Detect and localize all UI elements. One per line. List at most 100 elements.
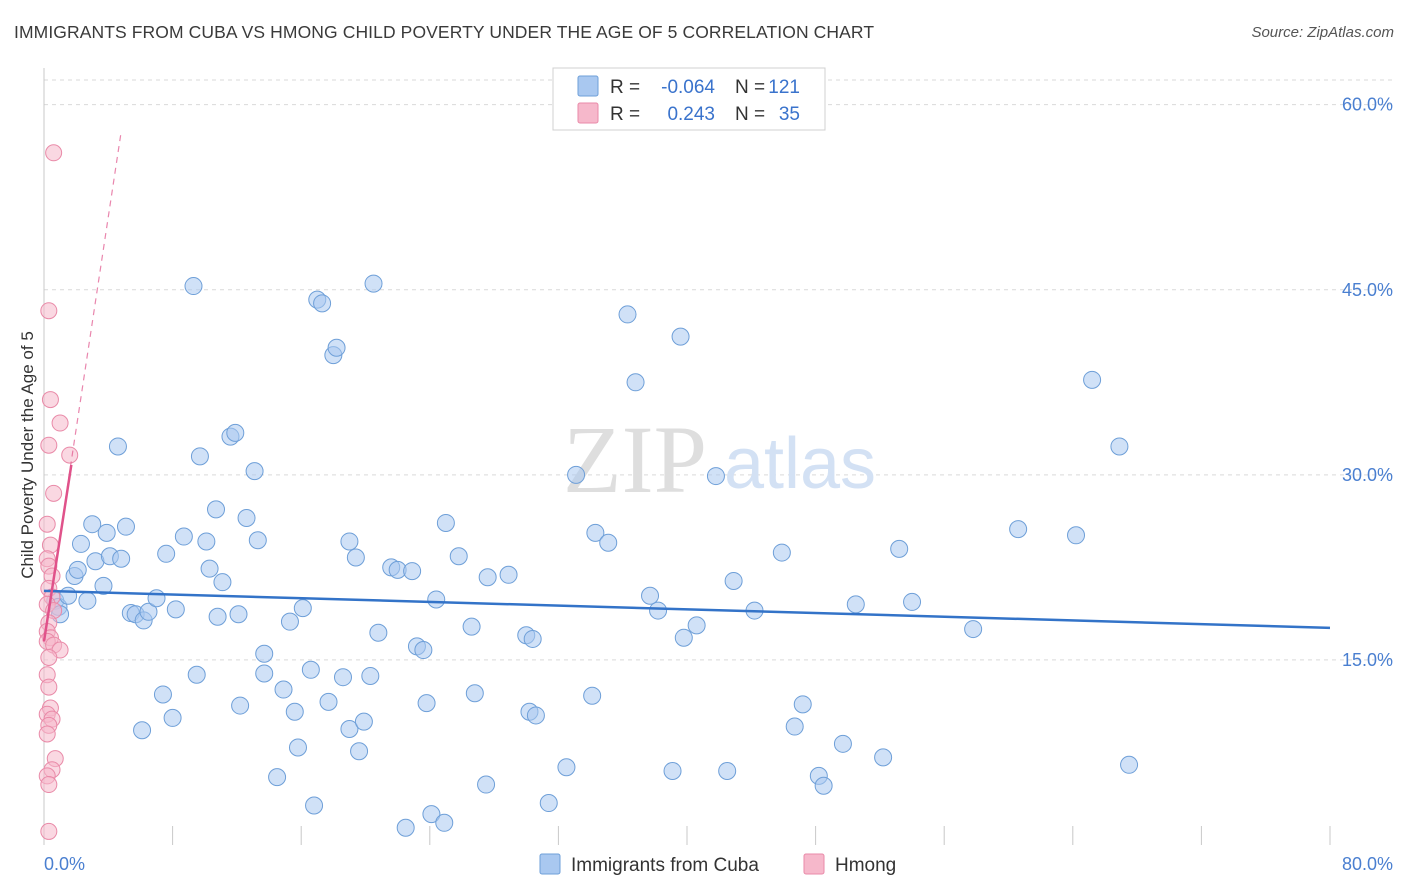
data-point-cuba (964, 620, 983, 639)
data-point-cuba (361, 666, 380, 685)
data-point-cuba (255, 644, 274, 663)
data-point-cuba (427, 590, 446, 609)
data-point-cuba (465, 684, 484, 703)
source-label: Source: ZipAtlas.com (1251, 24, 1394, 41)
data-point-cuba (1110, 437, 1129, 456)
data-point-hmong (40, 436, 58, 454)
grid-lines (44, 79, 1395, 661)
data-point-cuba (414, 641, 433, 660)
data-point-cuba (436, 513, 455, 532)
data-point-cuba (83, 515, 102, 534)
data-point-cuba (305, 796, 324, 815)
data-point-cuba (846, 595, 865, 614)
bottom-legend-cuba: Immigrants from Cuba (571, 855, 759, 876)
legend-r-label: R = (610, 104, 640, 125)
data-point-cuba (1083, 370, 1102, 389)
data-point-cuba (396, 818, 415, 837)
data-point-cuba (340, 720, 359, 739)
data-point-cuba (772, 543, 791, 562)
data-point-cuba (207, 500, 226, 519)
watermark-atlas: atlas (724, 424, 876, 504)
data-point-cuba (586, 523, 605, 542)
trend-line-hmong-extended (43, 131, 122, 642)
data-point-hmong (45, 144, 63, 162)
data-point-cuba (319, 692, 338, 711)
data-point-cuba (814, 776, 833, 795)
data-point-cuba (354, 712, 373, 731)
data-point-cuba (706, 467, 725, 486)
legend-r-label: R = (610, 77, 640, 98)
data-point-cuba (237, 509, 256, 528)
data-point-cuba (248, 531, 267, 550)
bottom-legend-swatch-cuba (539, 853, 561, 875)
legend-swatch-pink (577, 102, 599, 124)
data-point-cuba (208, 607, 227, 626)
data-point-hmong (61, 446, 79, 464)
data-point-hmong (40, 678, 58, 696)
data-point-cuba (599, 533, 618, 552)
data-point-cuba (255, 664, 274, 683)
data-point-cuba (112, 549, 131, 568)
data-point-cuba (649, 601, 668, 620)
data-point-cuba (157, 544, 176, 563)
data-point-cuba (369, 623, 388, 642)
data-point-cuba (200, 559, 219, 578)
data-point-hmong (45, 484, 63, 502)
data-point-hmong (38, 515, 56, 533)
data-point-cuba (229, 605, 248, 624)
data-point-cuba (147, 589, 166, 608)
data-point-cuba (288, 738, 307, 757)
y-axis-label: Child Poverty Under the Age of 5 (18, 331, 37, 579)
data-point-cuba (174, 527, 193, 546)
data-point-hmong (38, 725, 56, 743)
correlation-legend: R = -0.064 N = 121 R = 0.243 N = 35 (552, 67, 826, 131)
data-point-cuba (618, 305, 637, 324)
x-tick-label: 80.0% (1342, 854, 1393, 874)
data-point-hmong (40, 302, 58, 320)
data-point-cuba (163, 708, 182, 727)
series-hmong (38, 144, 79, 840)
data-point-cuba (108, 437, 127, 456)
data-point-cuba (833, 734, 852, 753)
legend-n-value: 35 (779, 104, 800, 125)
data-point-cuba (153, 685, 172, 704)
data-point-cuba (417, 694, 436, 713)
data-point-cuba (422, 805, 441, 824)
data-point-cuba (1009, 520, 1028, 539)
bottom-legend-hmong: Hmong (835, 855, 896, 876)
data-point-cuba (301, 660, 320, 679)
data-point-cuba (166, 600, 185, 619)
data-point-cuba (671, 327, 690, 346)
tick-labels: 15.0% 30.0% 45.0% 60.0% 0.0% 80.0% (44, 95, 1393, 874)
data-point-cuba (274, 680, 293, 699)
data-point-cuba (346, 548, 365, 567)
data-point-cuba (293, 599, 312, 618)
data-point-hmong (41, 391, 59, 409)
data-point-cuba (523, 629, 542, 648)
data-point-cuba (71, 534, 90, 553)
data-point-cuba (268, 768, 287, 787)
bottom-legend-swatch-hmong (803, 853, 825, 875)
data-point-cuba (213, 573, 232, 592)
data-point-cuba (327, 338, 346, 357)
data-point-cuba (97, 523, 116, 542)
data-point-cuba (435, 813, 454, 832)
data-point-cuba (187, 665, 206, 684)
data-point-cuba (674, 628, 693, 647)
x-tick-label: 0.0% (44, 854, 85, 874)
data-point-cuba (78, 591, 97, 610)
legend-n-value: 121 (768, 77, 800, 98)
trend-lines (42, 131, 1331, 642)
data-point-cuba (340, 532, 359, 551)
data-point-cuba (285, 702, 304, 721)
y-tick-label: 60.0% (1342, 95, 1393, 115)
data-point-cuba (687, 616, 706, 635)
data-point-cuba (557, 758, 576, 777)
data-point-cuba (280, 612, 299, 631)
series-cuba (46, 274, 1139, 837)
legend-n-label: N = (735, 77, 765, 98)
trend-line-hmong (42, 464, 73, 642)
data-point-cuba (903, 592, 922, 611)
legend-r-value: -0.064 (661, 77, 715, 98)
